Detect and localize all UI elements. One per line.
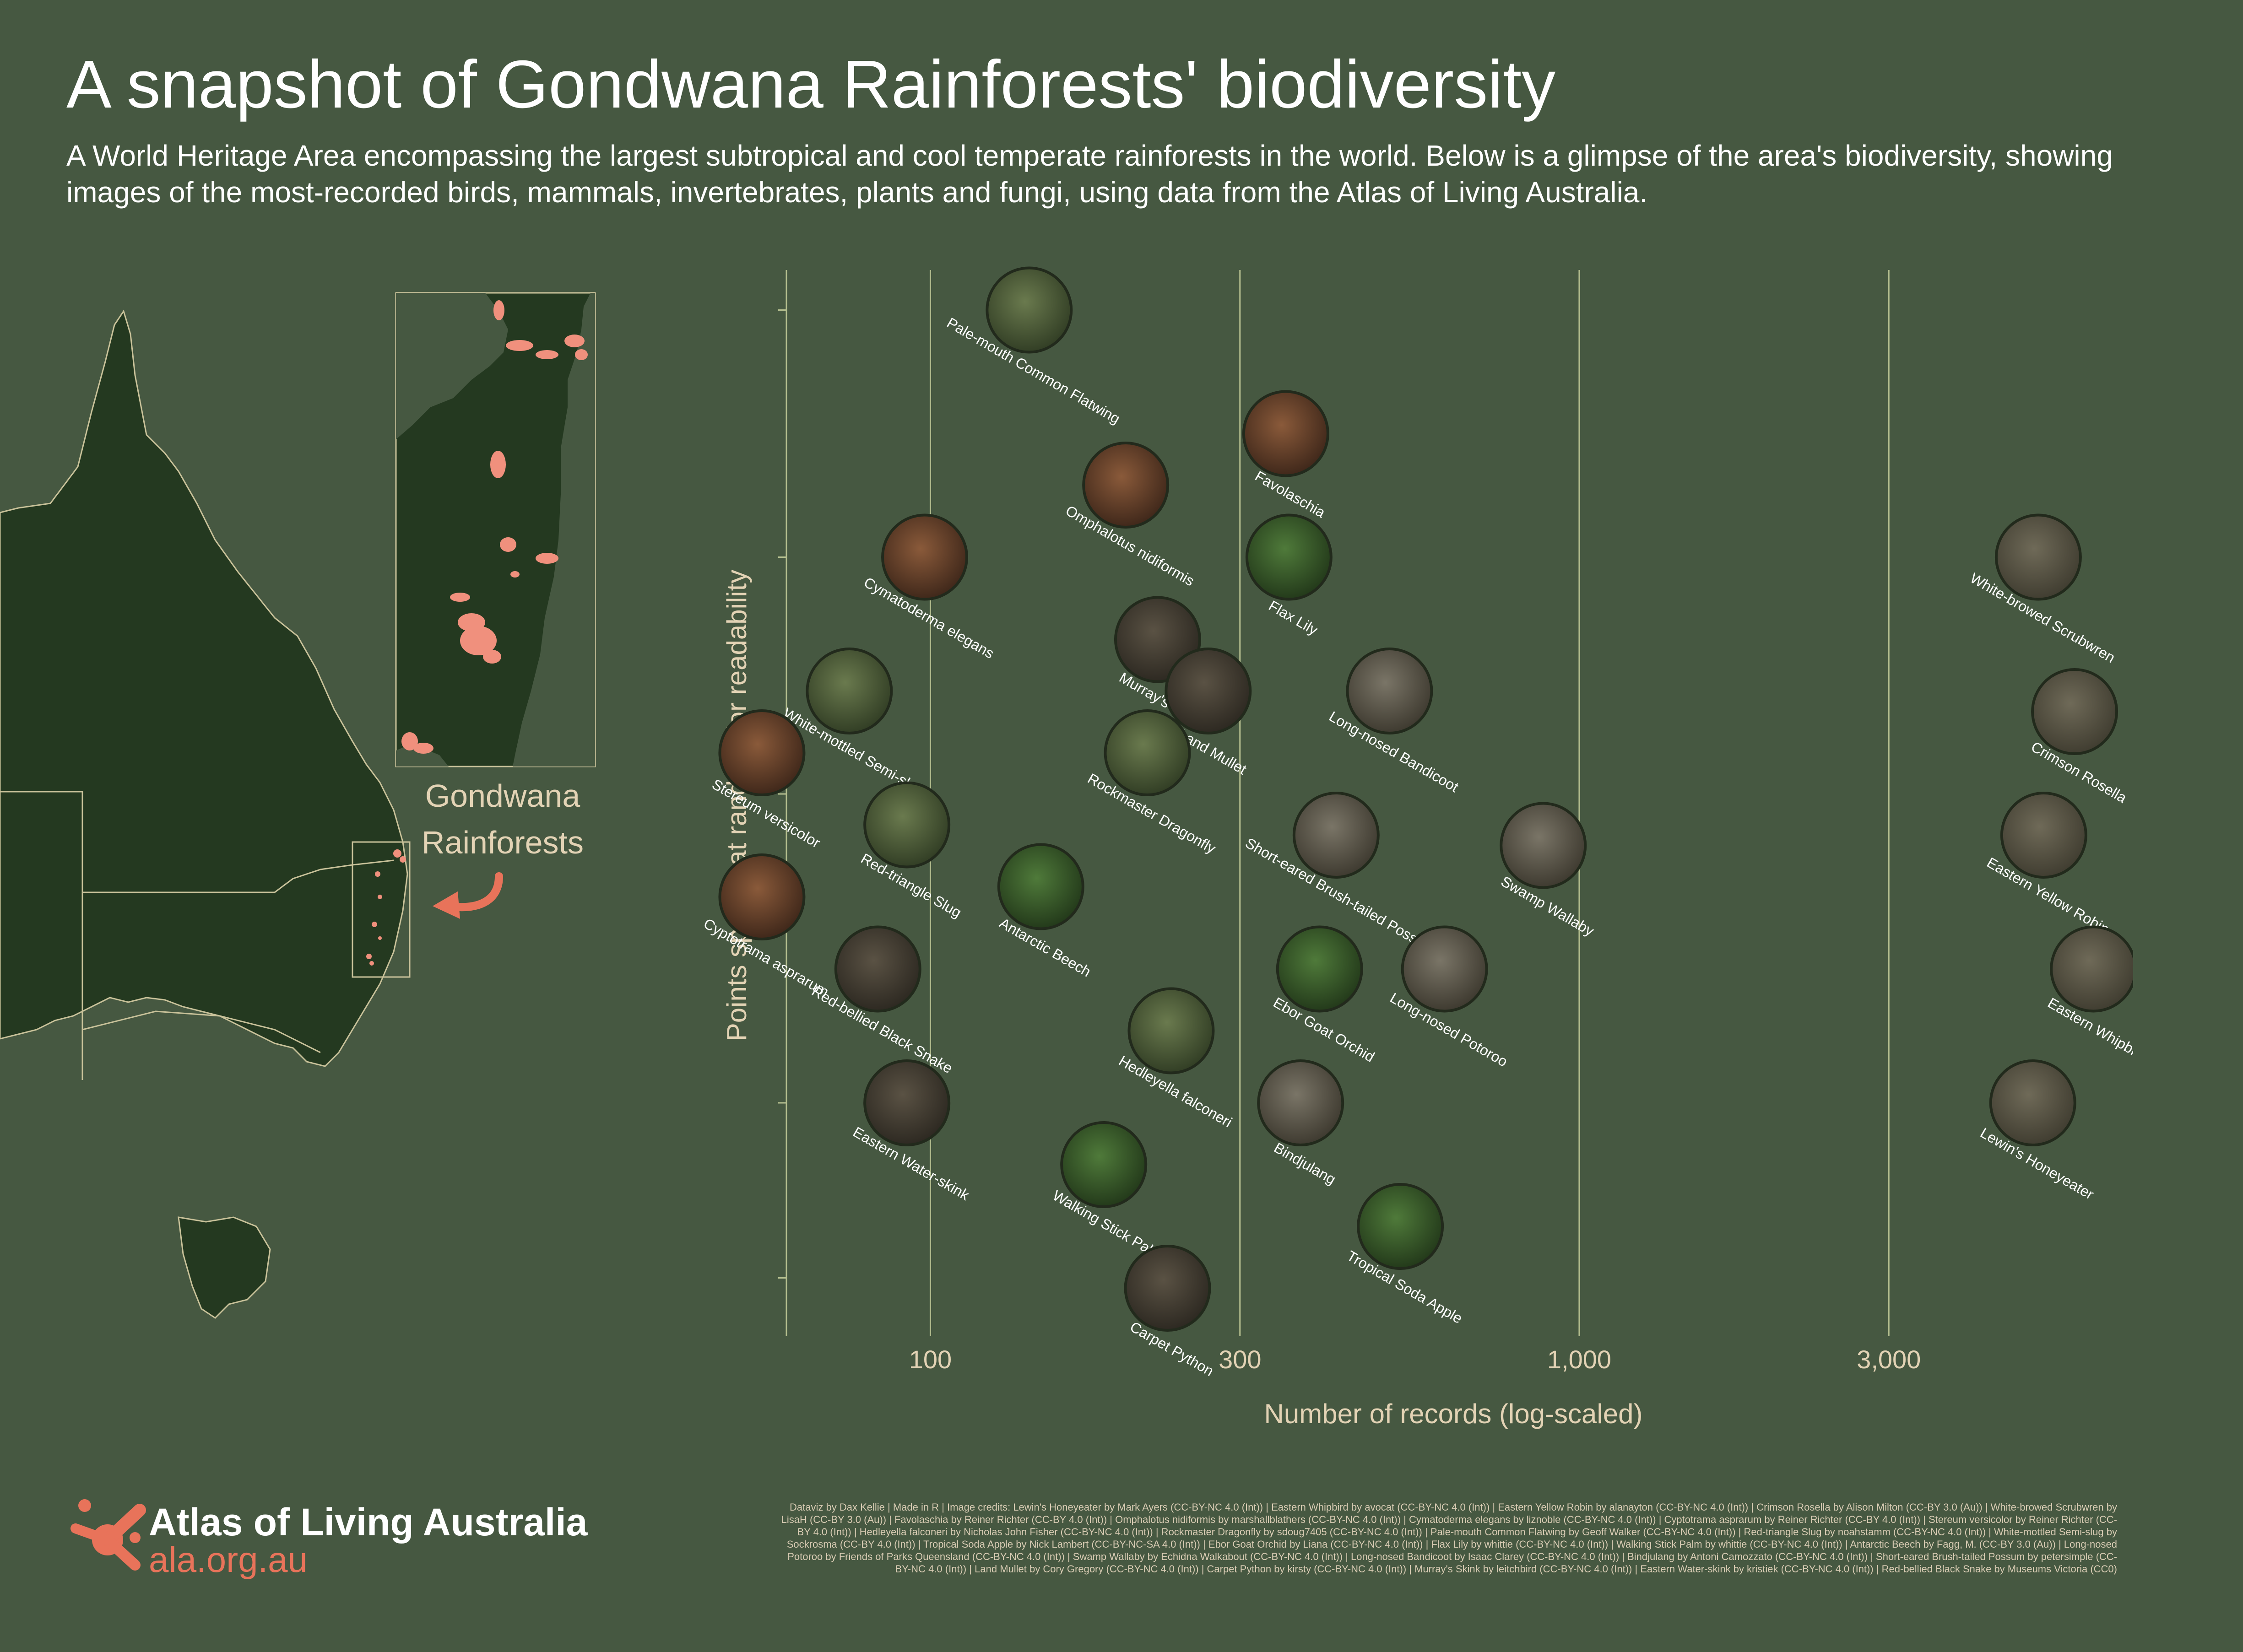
point-marker bbox=[834, 925, 921, 1013]
locator-map: Gondwana Rainforests bbox=[0, 292, 596, 1319]
logo-name: Atlas of Living Australia bbox=[149, 1501, 588, 1544]
point-omphalotus-nidiformis: Omphalotus nidiformis bbox=[1063, 442, 1197, 589]
point-marker bbox=[1401, 925, 1488, 1013]
point-marker bbox=[1292, 792, 1380, 879]
region-arrow bbox=[444, 872, 503, 912]
point-marker bbox=[718, 853, 806, 940]
point-favolaschia: Favolaschia bbox=[1242, 390, 1329, 521]
point-marker bbox=[1346, 648, 1433, 734]
data-points: Pale-mouth Common Flatwing Favolaschia Omp… bbox=[701, 266, 2133, 1379]
point-marker bbox=[1245, 513, 1333, 601]
point-walking-stick-palm: Walking Stick Palm bbox=[1050, 1121, 1166, 1263]
scatter-chart: 100 300 1,000 3,000 Number of records (log-… bbox=[701, 266, 2133, 1429]
point-long-nosed-potoroo: Long-nosed Potoroo bbox=[1387, 925, 1511, 1070]
point-marker bbox=[1357, 1183, 1444, 1270]
point-marker bbox=[1082, 442, 1170, 529]
point-marker bbox=[863, 1059, 951, 1146]
rainforest-patches-main bbox=[366, 849, 406, 966]
point-eastern-whipbird: Eastern Whipbird bbox=[2045, 925, 2133, 1065]
point-marker bbox=[1165, 648, 1252, 734]
point-lewin-s-honeyeater: Lewin's Honeyeater bbox=[1978, 1059, 2097, 1203]
point-red-triangle-slug: Red-triangle Slug bbox=[858, 781, 964, 921]
point-carpet-python: Carpet Python bbox=[1124, 1245, 1217, 1379]
x-axis-tick-labels: 100 300 1,000 3,000 bbox=[909, 1345, 1921, 1374]
point-red-bellied-black-snake: Red-bellied Black Snake bbox=[809, 925, 955, 1077]
point-marker bbox=[1104, 709, 1191, 796]
point-eastern-yellow-robin: Eastern Yellow Robin bbox=[1984, 792, 2112, 938]
point-ebor-goat-orchid: Ebor Goat Orchid bbox=[1270, 925, 1377, 1065]
tasmania bbox=[178, 1216, 271, 1319]
region-label-line1: Gondwana bbox=[425, 778, 580, 814]
chart-title: A snapshot of Gondwana Rainforests' biod… bbox=[66, 47, 1556, 122]
chart-subtitle: A World Heritage Area encompassing the l… bbox=[66, 139, 2113, 209]
point-cyptotrama-asprarum: Cyptotrama asprarum bbox=[701, 853, 832, 1000]
point-pale-mouth-common-flatwing: Pale-mouth Common Flatwing bbox=[944, 266, 1123, 427]
state-border-qld-nsw bbox=[0, 791, 394, 893]
point-swamp-wallaby: Swamp Wallaby bbox=[1498, 802, 1597, 939]
x-tick-label: 1,000 bbox=[1547, 1345, 1611, 1374]
point-marker bbox=[1127, 987, 1215, 1074]
point-eastern-water-skink: Eastern Water-skink bbox=[850, 1059, 973, 1204]
point-crimson-rosella: Crimson Rosella bbox=[2028, 668, 2129, 806]
y-axis-ticks bbox=[778, 309, 786, 1279]
region-arrow-head bbox=[433, 891, 460, 919]
y-axis-title: Points spread at random for readability bbox=[721, 570, 752, 1042]
rainforest-patches-inset bbox=[401, 300, 588, 754]
point-long-nosed-bandicoot: Long-nosed Bandicoot bbox=[1326, 648, 1462, 795]
x-tick-label: 300 bbox=[1219, 1345, 1261, 1374]
image-credits: Dataviz by Dax Kellie | Made in R | Imag… bbox=[781, 1501, 2117, 1575]
point-marker bbox=[806, 648, 893, 734]
x-tick-label: 3,000 bbox=[1857, 1345, 1921, 1374]
point-marker bbox=[986, 266, 1073, 354]
point-label: Bindjulang bbox=[1271, 1139, 1338, 1188]
point-marker bbox=[1060, 1121, 1148, 1208]
point-marker bbox=[2031, 668, 2118, 755]
point-marker bbox=[1257, 1059, 1344, 1146]
point-label: Flax Lily bbox=[1266, 597, 1321, 638]
point-flax-lily: Flax Lily bbox=[1245, 513, 1333, 638]
point-marker bbox=[1994, 513, 2082, 601]
point-marker bbox=[718, 709, 806, 796]
point-marker bbox=[881, 513, 969, 601]
point-cymatoderma-elegans: Cymatoderma elegans bbox=[861, 513, 997, 662]
logo-url: ala.org.au bbox=[149, 1539, 308, 1579]
point-marker bbox=[2050, 925, 2133, 1013]
point-marker bbox=[2000, 792, 2087, 879]
point-marker bbox=[1500, 802, 1587, 889]
point-white-browed-scrubwren: White-browed Scrubwren bbox=[1967, 513, 2118, 666]
point-marker bbox=[863, 781, 951, 869]
state-border-nsw-vic bbox=[81, 892, 321, 1080]
point-marker bbox=[997, 843, 1084, 930]
point-bindjulang: Bindjulang bbox=[1257, 1059, 1344, 1188]
point-antarctic-beech: Antarctic Beech bbox=[997, 843, 1094, 980]
x-axis-title: Number of records (log-scaled) bbox=[1264, 1398, 1643, 1429]
region-label-line2: Rainforests bbox=[422, 825, 584, 860]
point-marker bbox=[1242, 390, 1329, 477]
gridlines bbox=[929, 270, 1890, 1336]
inset-map bbox=[395, 292, 596, 767]
point-marker bbox=[1989, 1059, 2076, 1146]
ala-logo-icon bbox=[70, 1499, 146, 1571]
mainland-map bbox=[0, 309, 411, 1319]
point-tropical-soda-apple: Tropical Soda Apple bbox=[1344, 1183, 1465, 1327]
ala-logo: Atlas of Living Australia ala.org.au bbox=[70, 1499, 588, 1579]
point-marker bbox=[1276, 925, 1363, 1013]
x-tick-label: 100 bbox=[909, 1345, 952, 1374]
point-hedleyella-falconeri: Hedleyella falconeri bbox=[1116, 987, 1235, 1130]
point-marker bbox=[1124, 1245, 1211, 1332]
mainland-land bbox=[0, 309, 408, 1067]
study-area-box bbox=[352, 841, 411, 978]
inset-ocean bbox=[396, 293, 595, 767]
point-white-mottled-semi-slug: White-mottled Semi-slug bbox=[780, 648, 927, 799]
